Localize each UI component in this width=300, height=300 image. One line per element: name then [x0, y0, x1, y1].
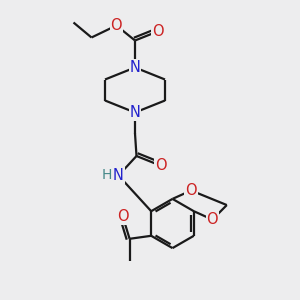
Text: O: O [185, 183, 197, 198]
Text: O: O [111, 18, 122, 33]
Text: O: O [155, 158, 166, 173]
Text: O: O [207, 212, 218, 227]
Text: O: O [152, 24, 163, 39]
Text: H: H [102, 168, 112, 182]
Text: N: N [113, 168, 124, 183]
Text: O: O [117, 209, 128, 224]
Text: N: N [130, 60, 140, 75]
Text: N: N [130, 105, 140, 120]
